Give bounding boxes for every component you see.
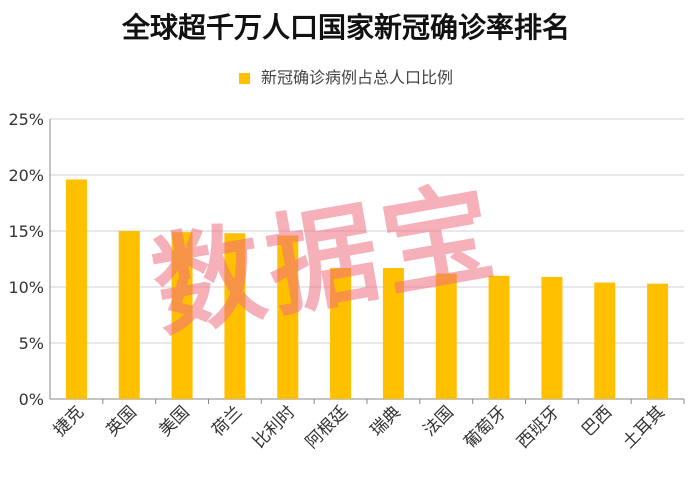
bar <box>65 179 87 399</box>
bar <box>171 232 193 399</box>
legend: 新冠确诊病例占总人口比例 <box>0 64 692 88</box>
x-tick-label: 土耳其 <box>619 402 669 452</box>
bar <box>277 235 299 399</box>
x-tick-label: 西班牙 <box>513 402 563 452</box>
y-tick-label: 5% <box>19 334 44 353</box>
y-tick-label: 10% <box>8 278 44 297</box>
y-tick-label: 20% <box>8 166 44 185</box>
bar <box>118 231 140 399</box>
bar <box>647 283 669 399</box>
chart-title: 全球超千万人口国家新冠确诊率排名 <box>121 11 570 44</box>
x-tick-label: 荷兰 <box>208 402 246 440</box>
x-tick-label: 葡萄牙 <box>460 402 510 452</box>
legend-swatch <box>238 73 250 84</box>
bar <box>541 276 563 399</box>
bar <box>488 275 510 399</box>
x-tick-label: 瑞典 <box>367 402 405 440</box>
x-tick-label: 巴西 <box>578 402 616 440</box>
bar <box>435 273 457 399</box>
bar <box>330 267 352 399</box>
bar <box>382 267 404 399</box>
legend-label: 新冠确诊病例占总人口比例 <box>261 68 454 87</box>
x-tick-label: 法国 <box>420 402 458 440</box>
x-tick-label: 英国 <box>103 402 141 440</box>
y-tick-label: 25% <box>8 110 44 129</box>
y-tick-label: 15% <box>8 222 44 241</box>
x-tick-label: 比利时 <box>249 402 299 452</box>
y-tick-label: 0% <box>19 390 44 409</box>
bar <box>594 282 616 399</box>
x-tick-label: 美国 <box>155 402 193 440</box>
x-tick-label: 阿根廷 <box>302 402 352 452</box>
x-tick-label: 捷克 <box>50 402 88 440</box>
bar <box>224 233 246 399</box>
